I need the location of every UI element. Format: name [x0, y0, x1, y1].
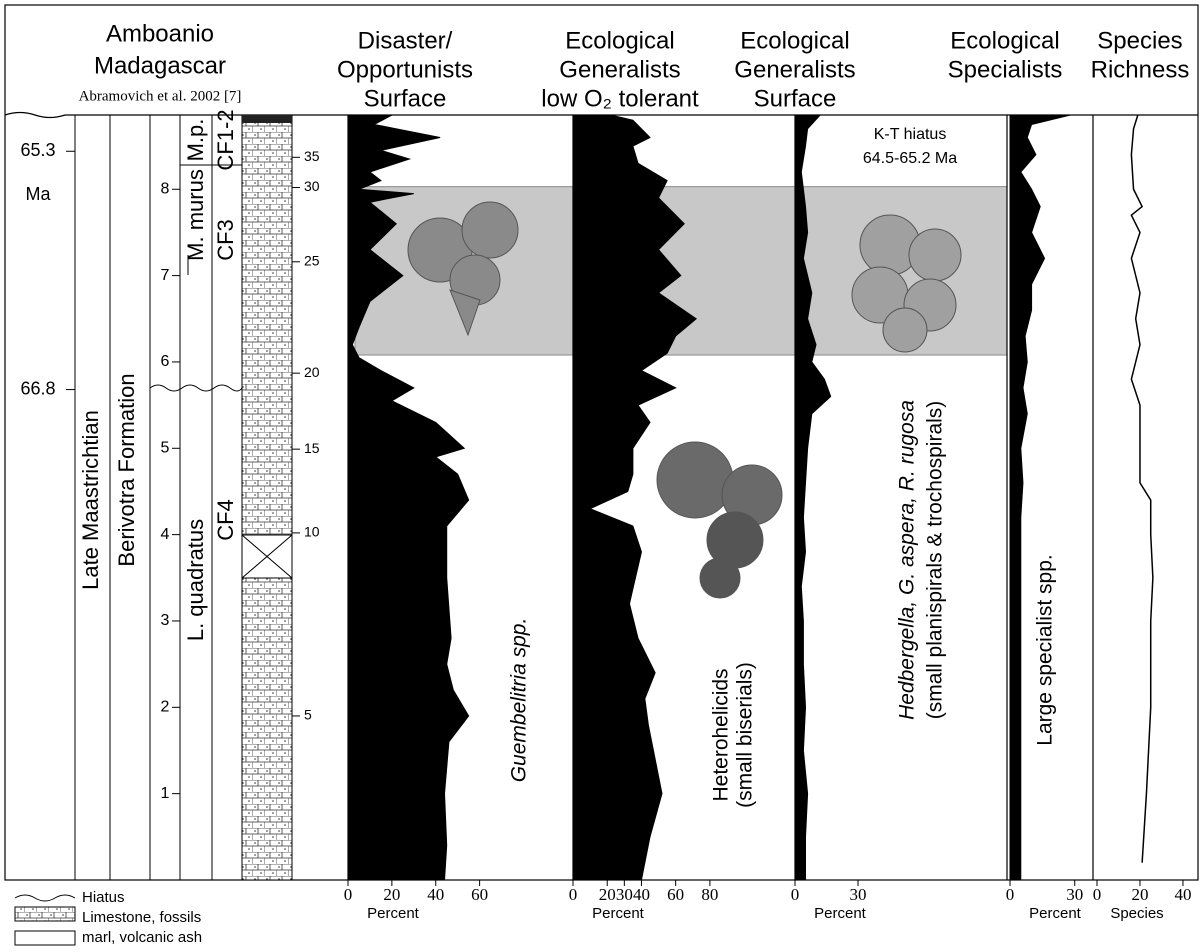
bed-tick-label: 20: [304, 364, 320, 380]
depth-tick-label: 5: [161, 440, 170, 457]
bed-tick-label: 5: [304, 707, 312, 723]
x-axis-label: Species: [1110, 905, 1163, 922]
depth-tick-label: 4: [161, 526, 170, 543]
x-tick-label: 20: [1131, 885, 1148, 904]
annotation: Hedbergella, G. aspera, R. rugosa: [896, 400, 919, 720]
x-tick-label: 20: [383, 885, 400, 904]
strat-label: L. quadratus: [183, 519, 208, 641]
panel-title: Surface: [754, 85, 837, 112]
x-tick-label: 40: [1174, 885, 1191, 904]
profile-area: [794, 114, 832, 881]
x-axis-label: Percent: [1029, 905, 1082, 922]
site-title: Madagascar: [94, 52, 226, 79]
panel-title: Disaster/: [358, 27, 453, 54]
x-tick-label: 0: [1006, 885, 1015, 904]
x-axis-label: Percent: [592, 905, 645, 922]
depth-tick-label: 6: [161, 353, 170, 370]
hiatus-label: K-T hiatus: [874, 126, 947, 143]
x-tick-label: 40: [633, 885, 650, 904]
panel-title: Richness: [1091, 56, 1190, 83]
strat-columns: [74, 114, 293, 881]
x-tick-label: 0: [569, 885, 578, 904]
annotation: Heterohelicids: [710, 668, 733, 801]
bed-tick-label: 10: [304, 524, 320, 540]
top-line: [4, 111, 1198, 119]
x-axis-label: Percent: [367, 905, 420, 922]
annotation: (small planispirals & trochospirals): [924, 401, 947, 720]
panel-title: Ecological: [740, 27, 849, 54]
strat-label: CF3: [213, 219, 238, 261]
citation: Abramovich et al. 2002 [7]: [79, 88, 242, 104]
panel-title: Ecological: [950, 27, 1059, 54]
x-tick-label: 30: [1066, 885, 1083, 904]
strat-label: M.p.: [183, 119, 208, 162]
annotation: Guembelitria spp.: [508, 618, 531, 783]
legend-label: marl, volcanic ash: [82, 929, 202, 946]
legend-label: Hiatus: [82, 889, 125, 906]
panel-title: Generalists: [559, 56, 680, 83]
site-title: Amboanio: [106, 20, 214, 47]
panel-title: Specialists: [948, 56, 1063, 83]
bed-tick-label: 30: [304, 178, 320, 194]
depth-tick-label: 2: [161, 699, 170, 716]
x-tick-label: 0: [791, 885, 800, 904]
profile-area: [572, 114, 698, 881]
panel-title: Ecological: [565, 27, 674, 54]
profile-line: [1130, 114, 1154, 863]
legend-label: Limestone, fossils: [82, 909, 201, 926]
panel-title: Surface: [364, 85, 447, 112]
x-tick-label: 0: [1093, 885, 1102, 904]
strat-label: CF1-2: [213, 109, 238, 170]
age-unit: Ma: [25, 184, 51, 204]
panel-title: Opportunists: [337, 56, 473, 83]
x-tick-label: 0: [344, 885, 353, 904]
profile-area: [1009, 114, 1071, 881]
age-tick-label: 65.3: [20, 140, 55, 160]
x-tick-label: 30: [616, 885, 633, 904]
bed-tick-label: 15: [304, 440, 320, 456]
depth-tick-label: 7: [161, 267, 170, 284]
depth-tick-label: 8: [161, 180, 170, 197]
x-tick-label: 60: [667, 885, 684, 904]
x-tick-label: 60: [471, 885, 488, 904]
legend-icons: [14, 894, 76, 946]
x-tick-label: 30: [850, 885, 867, 904]
age-tick-label: 66.8: [20, 378, 55, 398]
x-tick-label: 40: [427, 885, 444, 904]
profile-area: [347, 114, 470, 881]
panel-title: low O₂ tolerant: [541, 85, 699, 112]
strat-label: Late Maastrichtian: [78, 410, 103, 590]
x-tick-label: 20: [599, 885, 616, 904]
panel-title: Generalists: [734, 56, 855, 83]
depth-tick-label: 3: [161, 612, 170, 629]
fossil-images: [407, 201, 962, 599]
x-axis-label: Percent: [814, 905, 867, 922]
hiatus-label: 64.5-65.2 Ma: [863, 150, 957, 167]
bed-tick-label: 35: [304, 148, 320, 164]
depth-tick-label: 1: [161, 785, 170, 802]
strat-label: M. murus: [183, 169, 208, 261]
bed-tick-label: 25: [304, 252, 320, 268]
annotation: (small biserials): [734, 662, 757, 808]
panel-title: Species: [1097, 27, 1182, 54]
strat-label: Berivotra Formation: [114, 373, 139, 566]
x-tick-label: 80: [701, 885, 718, 904]
annotation: Large specialist spp.: [1034, 554, 1057, 745]
strat-label: CF4: [213, 499, 238, 541]
